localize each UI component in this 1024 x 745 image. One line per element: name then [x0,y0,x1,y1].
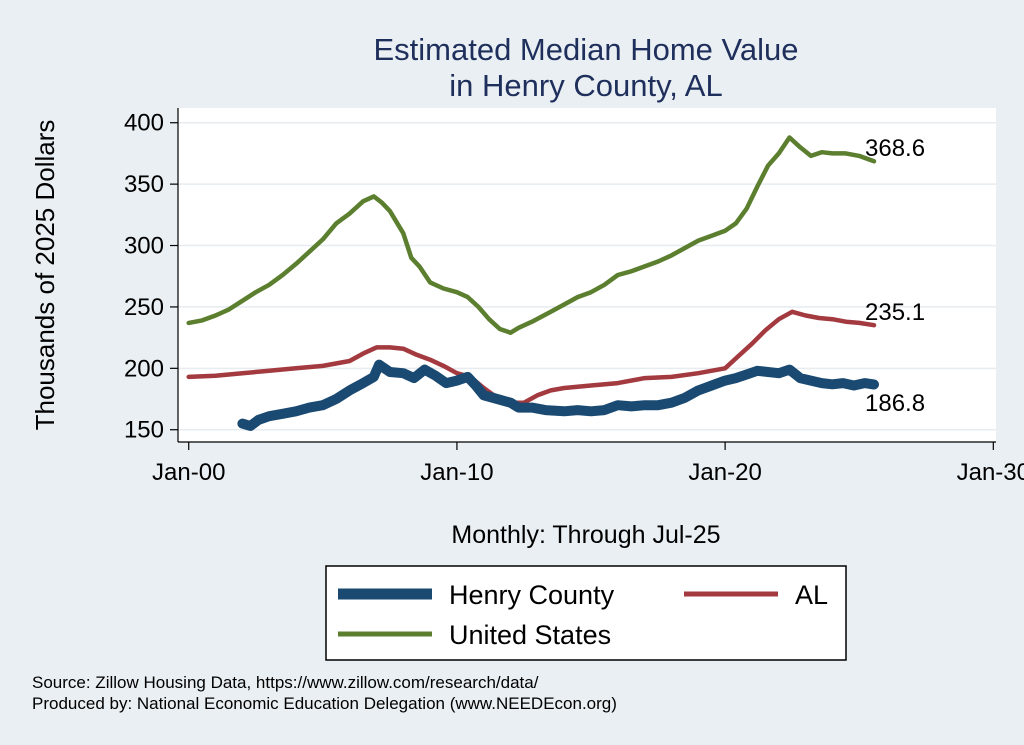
end-label-henry-county: 186.8 [865,390,925,417]
y-tick-label-150: 150 [124,417,164,444]
chart-title-line-2: in Henry County, AL [449,68,722,103]
series-line-al [186,309,877,405]
end-label-united-states: 368.6 [865,135,925,162]
series-group [186,135,879,431]
legend-box [325,565,847,661]
y-tick-label-200: 200 [124,355,164,382]
legend-label-henry-county: Henry County [449,580,615,610]
end-label-al: 235.1 [865,299,925,326]
source-note: Source: Zillow Housing Data, https://www… [32,673,539,692]
legend-label-al: AL [795,580,828,610]
legend: Henry County AL United States [325,565,847,661]
y-axis-title: Thousands of 2025 Dollars [30,120,60,431]
y-tick-label-300: 300 [124,233,164,260]
x-tick-label-Jan-10: Jan-10 [420,459,493,486]
x-axis-title: Monthly: Through Jul-25 [451,521,720,549]
produced-by-note: Produced by: National Economic Education… [32,694,617,713]
x-tick-label-Jan-00: Jan-00 [152,459,225,486]
series-line-united-states [186,135,877,335]
y-ticks: 150 200 250 300 350 400 [124,110,178,444]
y-tick-label-250: 250 [124,294,164,321]
y-tick-label-400: 400 [124,110,164,137]
y-tick-label-350: 350 [124,171,164,198]
x-tick-label-Jan-20: Jan-20 [688,459,761,486]
chart-title-line-1: Estimated Median Home Value [373,32,798,67]
legend-label-united-states: United States [449,620,611,650]
series-line-henry-county [237,359,879,431]
x-ticks: Jan-00 Jan-10 Jan-20 Jan-30 [152,442,1024,486]
x-tick-label-Jan-30: Jan-30 [957,459,1024,486]
